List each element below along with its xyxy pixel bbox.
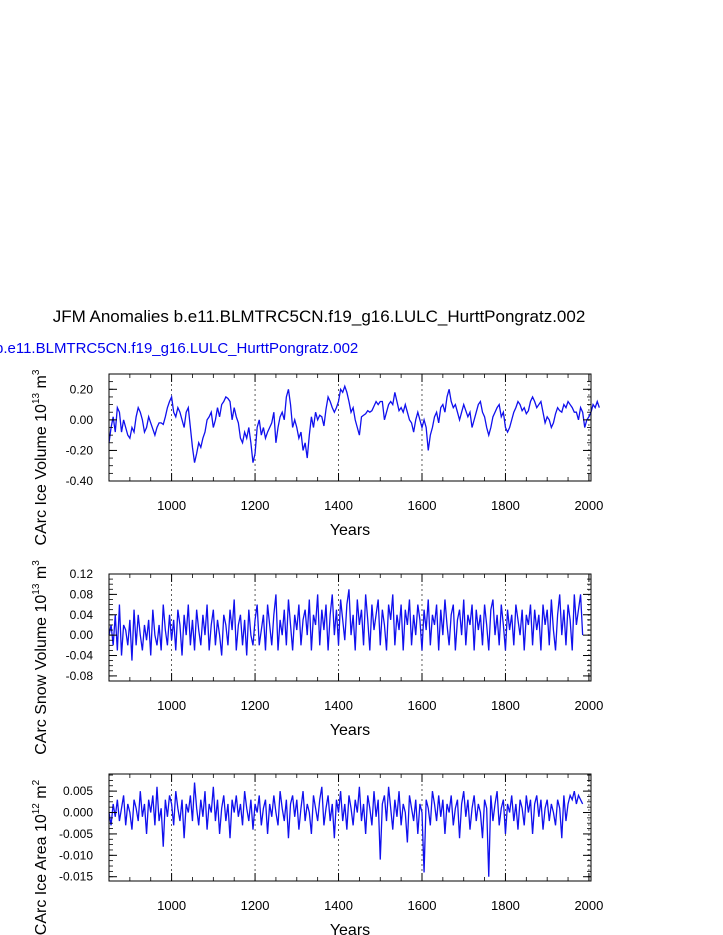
- x-tick-label: 1200: [241, 498, 270, 513]
- x-tick-label: 1800: [491, 898, 520, 913]
- figure-subtitle: b.e11.BLMTRC5CN.f19_g16.LULC_HurttPongra…: [0, 340, 358, 357]
- plot-frame: [108, 373, 592, 482]
- y-axis-label: CArc Ice Area 1012 m2: [31, 779, 50, 935]
- y-tick-label: -0.08: [66, 669, 94, 683]
- y-axis-label-unit-exp: 3: [31, 560, 42, 566]
- y-axis-label-unit-exp: 3: [31, 369, 42, 375]
- y-tick-label: 0.04: [70, 608, 94, 622]
- series-line: [108, 589, 584, 661]
- series-line: [108, 782, 584, 877]
- y-tick-label: -0.04: [66, 649, 94, 663]
- x-axis-label: Years: [330, 522, 370, 539]
- x-axis-label: Years: [330, 722, 370, 739]
- x-tick-label: 1400: [324, 698, 353, 713]
- x-tick-label: 1400: [324, 898, 353, 913]
- figure-title: JFM Anomalies b.e11.BLMTRC5CN.f19_g16.LU…: [53, 307, 586, 326]
- x-axis-label: Years: [330, 922, 370, 935]
- plot-frame: [108, 773, 592, 882]
- y-tick-label: -0.20: [66, 443, 94, 457]
- y-axis-label-unit: m: [33, 375, 50, 393]
- x-tick-label: 1000: [157, 498, 186, 513]
- snow-volume-panel: 1000 1200 1400 1600 1800 2000 -0.08 -0.04 0.00 0.…: [31, 560, 603, 755]
- y-tick-label: -0.010: [59, 848, 93, 862]
- x-tick-label: 2000: [574, 698, 603, 713]
- ice-area-panel: 1000 1200 1400 1600 1800 2000 -0.015 -0.010 -0.0…: [31, 773, 603, 935]
- x-tick-label: 1600: [408, 898, 437, 913]
- y-tick-label: 0.00: [70, 413, 94, 427]
- y-tick-label: 0.000: [63, 806, 93, 820]
- y-axis-label-unit: m: [33, 785, 50, 803]
- plot-frame: [108, 573, 592, 682]
- ice-volume-panel: 1000 1200 1400 1600 1800 2000 -0.40 -0.20 0.00 0.…: [31, 369, 603, 545]
- x-tick-label: 1000: [157, 898, 186, 913]
- y-tick-label: 0.08: [70, 587, 94, 601]
- x-tick-label: 1600: [408, 698, 437, 713]
- y-tick-label: 0.005: [63, 784, 93, 798]
- y-tick-label: -0.40: [66, 474, 94, 488]
- x-tick-label: 1400: [324, 498, 353, 513]
- y-axis-label-unit-exp: 2: [31, 779, 42, 785]
- y-tick-label: 0.20: [70, 382, 94, 396]
- series-line: [108, 384, 600, 463]
- y-axis-label: CArc Ice Volume 1013 m3: [31, 369, 50, 545]
- y-axis-label-exp: 13: [31, 583, 42, 595]
- x-tick-label: 2000: [574, 898, 603, 913]
- y-axis-label-main: CArc Ice Volume 10: [33, 404, 50, 546]
- x-tick-label: 1200: [241, 698, 270, 713]
- y-axis-label-exp: 12: [31, 803, 42, 815]
- y-tick-label: 0.12: [70, 567, 94, 581]
- y-axis-label-unit: m: [33, 566, 50, 584]
- x-tick-label: 1200: [241, 898, 270, 913]
- y-axis-label-main: CArc Snow Volume 10: [33, 595, 50, 755]
- x-tick-label: 1600: [408, 498, 437, 513]
- y-axis-label-main: CArc Ice Area 10: [33, 814, 50, 935]
- x-tick-label: 1000: [157, 698, 186, 713]
- y-tick-label: -0.005: [59, 827, 93, 841]
- y-tick-label: -0.015: [59, 870, 93, 884]
- x-tick-label: 1800: [491, 498, 520, 513]
- x-tick-label: 2000: [574, 498, 603, 513]
- y-axis-label: CArc Snow Volume 1013 m3: [31, 560, 50, 755]
- y-tick-label: 0.00: [70, 628, 94, 642]
- y-axis-label-exp: 13: [31, 392, 42, 404]
- x-tick-label: 1800: [491, 698, 520, 713]
